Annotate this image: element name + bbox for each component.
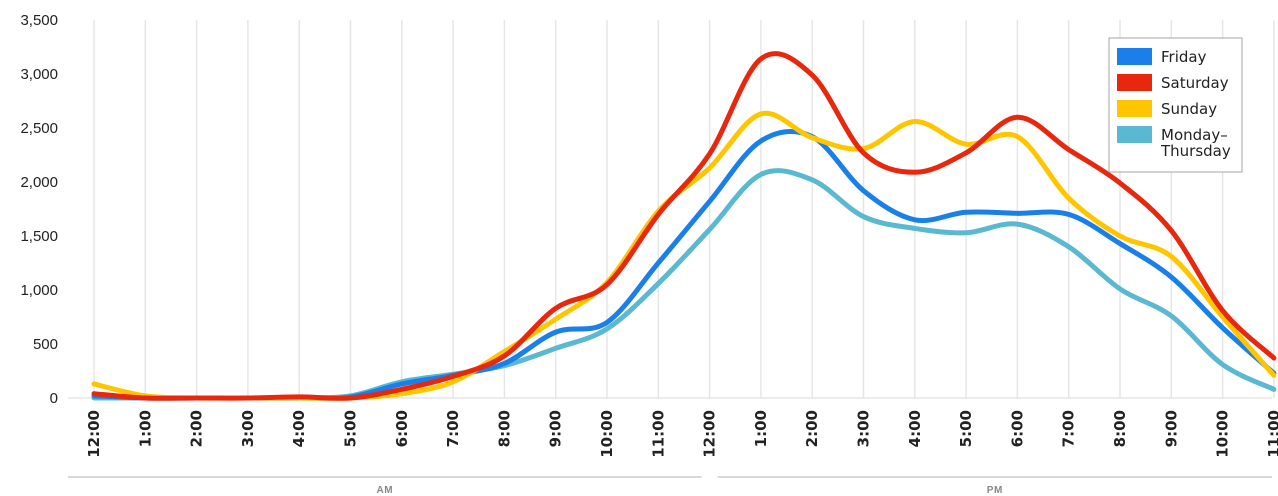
x-tick-label: 4:00 <box>290 410 308 447</box>
x-tick-label: 10:00 <box>1214 410 1232 458</box>
legend-swatch <box>1117 48 1152 65</box>
x-group-label: AM <box>377 485 394 496</box>
y-tick-label: 1,500 <box>20 228 58 245</box>
grid-lines <box>68 20 1275 399</box>
y-tick-label: 2,500 <box>20 120 58 137</box>
x-tick-label: 5:00 <box>342 410 360 447</box>
legend: Friday Saturday Sunday Monday– Thursday <box>1108 37 1243 173</box>
series-line-friday <box>91 129 1277 401</box>
x-tick-label: 3:00 <box>239 410 257 447</box>
series-line-saturday <box>91 51 1277 401</box>
y-tick-label: 1,000 <box>20 282 58 299</box>
x-tick-label: 6:00 <box>1008 410 1026 447</box>
legend-swatch <box>1117 126 1152 143</box>
x-tick-label: 7:00 <box>1060 410 1078 447</box>
x-tick-label: 12:00 <box>85 410 103 458</box>
y-tick-label: 0 <box>50 390 58 407</box>
x-tick-label: 11:00 <box>649 410 667 458</box>
x-tick-label: 12:00 <box>701 410 719 458</box>
x-tick-label: 7:00 <box>444 410 462 447</box>
x-tick-label: 2:00 <box>188 410 206 447</box>
x-tick-label: 11:00 <box>1265 410 1278 458</box>
x-axis-groups: AM PM <box>68 476 1272 496</box>
legend-swatch <box>1117 74 1152 91</box>
x-tick-label: 4:00 <box>906 410 924 447</box>
series-line-monday <box>91 168 1277 401</box>
series-lines <box>91 51 1277 401</box>
x-tick-label: 10:00 <box>598 410 616 458</box>
legend-label: Friday <box>1161 48 1207 66</box>
x-tick-label: 8:00 <box>495 410 513 447</box>
legend-label: Sunday <box>1161 100 1217 118</box>
y-axis: 0 500 1,000 1,500 2,000 2,500 3,000 3,500 <box>20 12 58 407</box>
x-group-label: PM <box>987 485 1003 496</box>
x-tick-label: 5:00 <box>957 410 975 447</box>
x-tick-label: 1:00 <box>752 410 770 447</box>
x-tick-label: 3:00 <box>855 410 873 447</box>
x-tick-label: 8:00 <box>1111 410 1129 447</box>
legend-label: Monday– Thursday <box>1160 126 1231 160</box>
x-tick-label: 1:00 <box>136 410 154 447</box>
x-axis: 12:00 1:00 2:00 3:00 4:00 5:00 6:00 7:00 8:00 9:0… <box>85 410 1278 458</box>
legend-swatch <box>1117 100 1152 117</box>
x-tick-label: 2:00 <box>803 410 821 447</box>
x-tick-label: 9:00 <box>1162 410 1180 447</box>
x-tick-label: 9:00 <box>547 410 565 447</box>
y-tick-label: 3,500 <box>20 12 58 29</box>
x-tick-label: 6:00 <box>393 410 411 447</box>
y-tick-label: 2,000 <box>20 174 58 191</box>
y-tick-label: 3,000 <box>20 66 58 83</box>
y-tick-label: 500 <box>33 336 58 353</box>
legend-label: Saturday <box>1161 74 1229 92</box>
